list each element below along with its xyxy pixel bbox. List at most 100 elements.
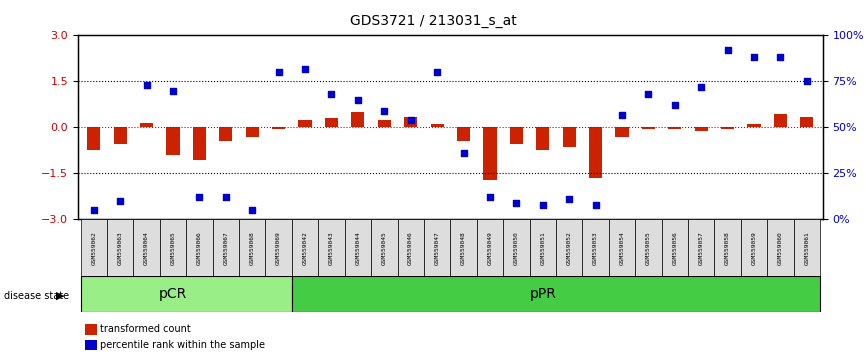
FancyBboxPatch shape (266, 219, 292, 276)
Text: GSM559062: GSM559062 (91, 231, 96, 265)
Point (351, 97, 365, 103)
Bar (747, 124, 760, 127)
Text: GSM559055: GSM559055 (646, 231, 651, 265)
Bar (669, 127, 682, 129)
Bar (589, 127, 602, 178)
Text: GSM559067: GSM559067 (223, 231, 229, 265)
FancyBboxPatch shape (81, 276, 292, 312)
FancyBboxPatch shape (345, 219, 372, 276)
Point (695, 84, 708, 90)
Bar (86, 340, 97, 350)
Text: GSM559043: GSM559043 (329, 231, 334, 265)
Text: GSM559066: GSM559066 (197, 231, 202, 265)
Bar (800, 117, 813, 127)
Text: GSM559049: GSM559049 (488, 231, 493, 265)
Bar (695, 127, 708, 131)
FancyBboxPatch shape (767, 219, 793, 276)
Text: GSM559065: GSM559065 (171, 231, 176, 265)
Text: GSM559052: GSM559052 (566, 231, 572, 265)
Bar (246, 127, 259, 137)
Point (87, 207, 100, 213)
Bar (219, 127, 232, 141)
Text: transformed count: transformed count (100, 324, 191, 334)
FancyBboxPatch shape (476, 219, 503, 276)
Point (642, 91, 656, 97)
Text: GSM559058: GSM559058 (725, 231, 730, 265)
FancyBboxPatch shape (662, 219, 688, 276)
Point (404, 117, 417, 123)
Bar (774, 114, 787, 127)
Point (562, 196, 576, 202)
FancyBboxPatch shape (793, 219, 820, 276)
Text: GSM559064: GSM559064 (144, 231, 149, 265)
Text: GSM559056: GSM559056 (672, 231, 677, 265)
Point (536, 202, 550, 207)
Bar (272, 127, 285, 129)
Bar (352, 112, 365, 127)
FancyBboxPatch shape (529, 219, 556, 276)
FancyBboxPatch shape (609, 219, 635, 276)
Bar (166, 127, 179, 155)
Bar (193, 127, 206, 160)
FancyBboxPatch shape (186, 219, 213, 276)
FancyBboxPatch shape (397, 219, 424, 276)
FancyBboxPatch shape (292, 276, 820, 312)
FancyBboxPatch shape (292, 219, 319, 276)
Point (615, 112, 629, 118)
Point (668, 103, 682, 108)
Point (139, 82, 153, 88)
Point (483, 195, 497, 200)
Point (589, 202, 603, 207)
Bar (378, 120, 391, 127)
Bar (404, 117, 417, 127)
Text: GSM559045: GSM559045 (382, 231, 387, 265)
Text: GSM559061: GSM559061 (805, 231, 810, 265)
Text: pPR: pPR (529, 287, 556, 301)
Point (272, 69, 286, 75)
FancyBboxPatch shape (213, 219, 239, 276)
Text: GSM559046: GSM559046 (408, 231, 413, 265)
FancyBboxPatch shape (740, 219, 767, 276)
Text: GSM559042: GSM559042 (302, 231, 307, 265)
Point (378, 108, 391, 114)
FancyBboxPatch shape (450, 219, 476, 276)
FancyBboxPatch shape (372, 219, 397, 276)
Text: GSM559047: GSM559047 (435, 231, 440, 265)
Text: GSM559048: GSM559048 (461, 231, 466, 265)
FancyBboxPatch shape (688, 219, 714, 276)
Bar (87, 127, 100, 150)
Point (747, 55, 761, 60)
Text: GSM559069: GSM559069 (276, 231, 281, 265)
Text: GSM559051: GSM559051 (540, 231, 546, 265)
Bar (430, 124, 443, 127)
Bar (457, 127, 470, 141)
Text: GSM559050: GSM559050 (514, 231, 519, 265)
Bar (642, 127, 655, 129)
Bar (536, 127, 549, 150)
FancyBboxPatch shape (714, 219, 740, 276)
Point (721, 47, 734, 53)
Bar (86, 324, 97, 335)
Bar (299, 120, 312, 127)
FancyBboxPatch shape (582, 219, 609, 276)
Point (245, 207, 259, 213)
Text: GSM559057: GSM559057 (699, 231, 704, 265)
FancyBboxPatch shape (133, 219, 160, 276)
Text: GDS3721 / 213031_s_at: GDS3721 / 213031_s_at (350, 14, 516, 28)
FancyBboxPatch shape (424, 219, 450, 276)
Bar (616, 127, 629, 137)
Point (192, 195, 206, 200)
Bar (325, 118, 338, 127)
FancyBboxPatch shape (239, 219, 266, 276)
FancyBboxPatch shape (81, 219, 107, 276)
Text: GSM559059: GSM559059 (752, 231, 757, 265)
Point (325, 91, 339, 97)
Point (509, 200, 523, 206)
Text: GSM559053: GSM559053 (593, 231, 598, 265)
Point (773, 55, 787, 60)
Bar (721, 127, 734, 129)
Bar (483, 127, 496, 179)
Point (800, 79, 814, 84)
Text: disease state: disease state (4, 291, 69, 301)
Point (430, 69, 444, 75)
